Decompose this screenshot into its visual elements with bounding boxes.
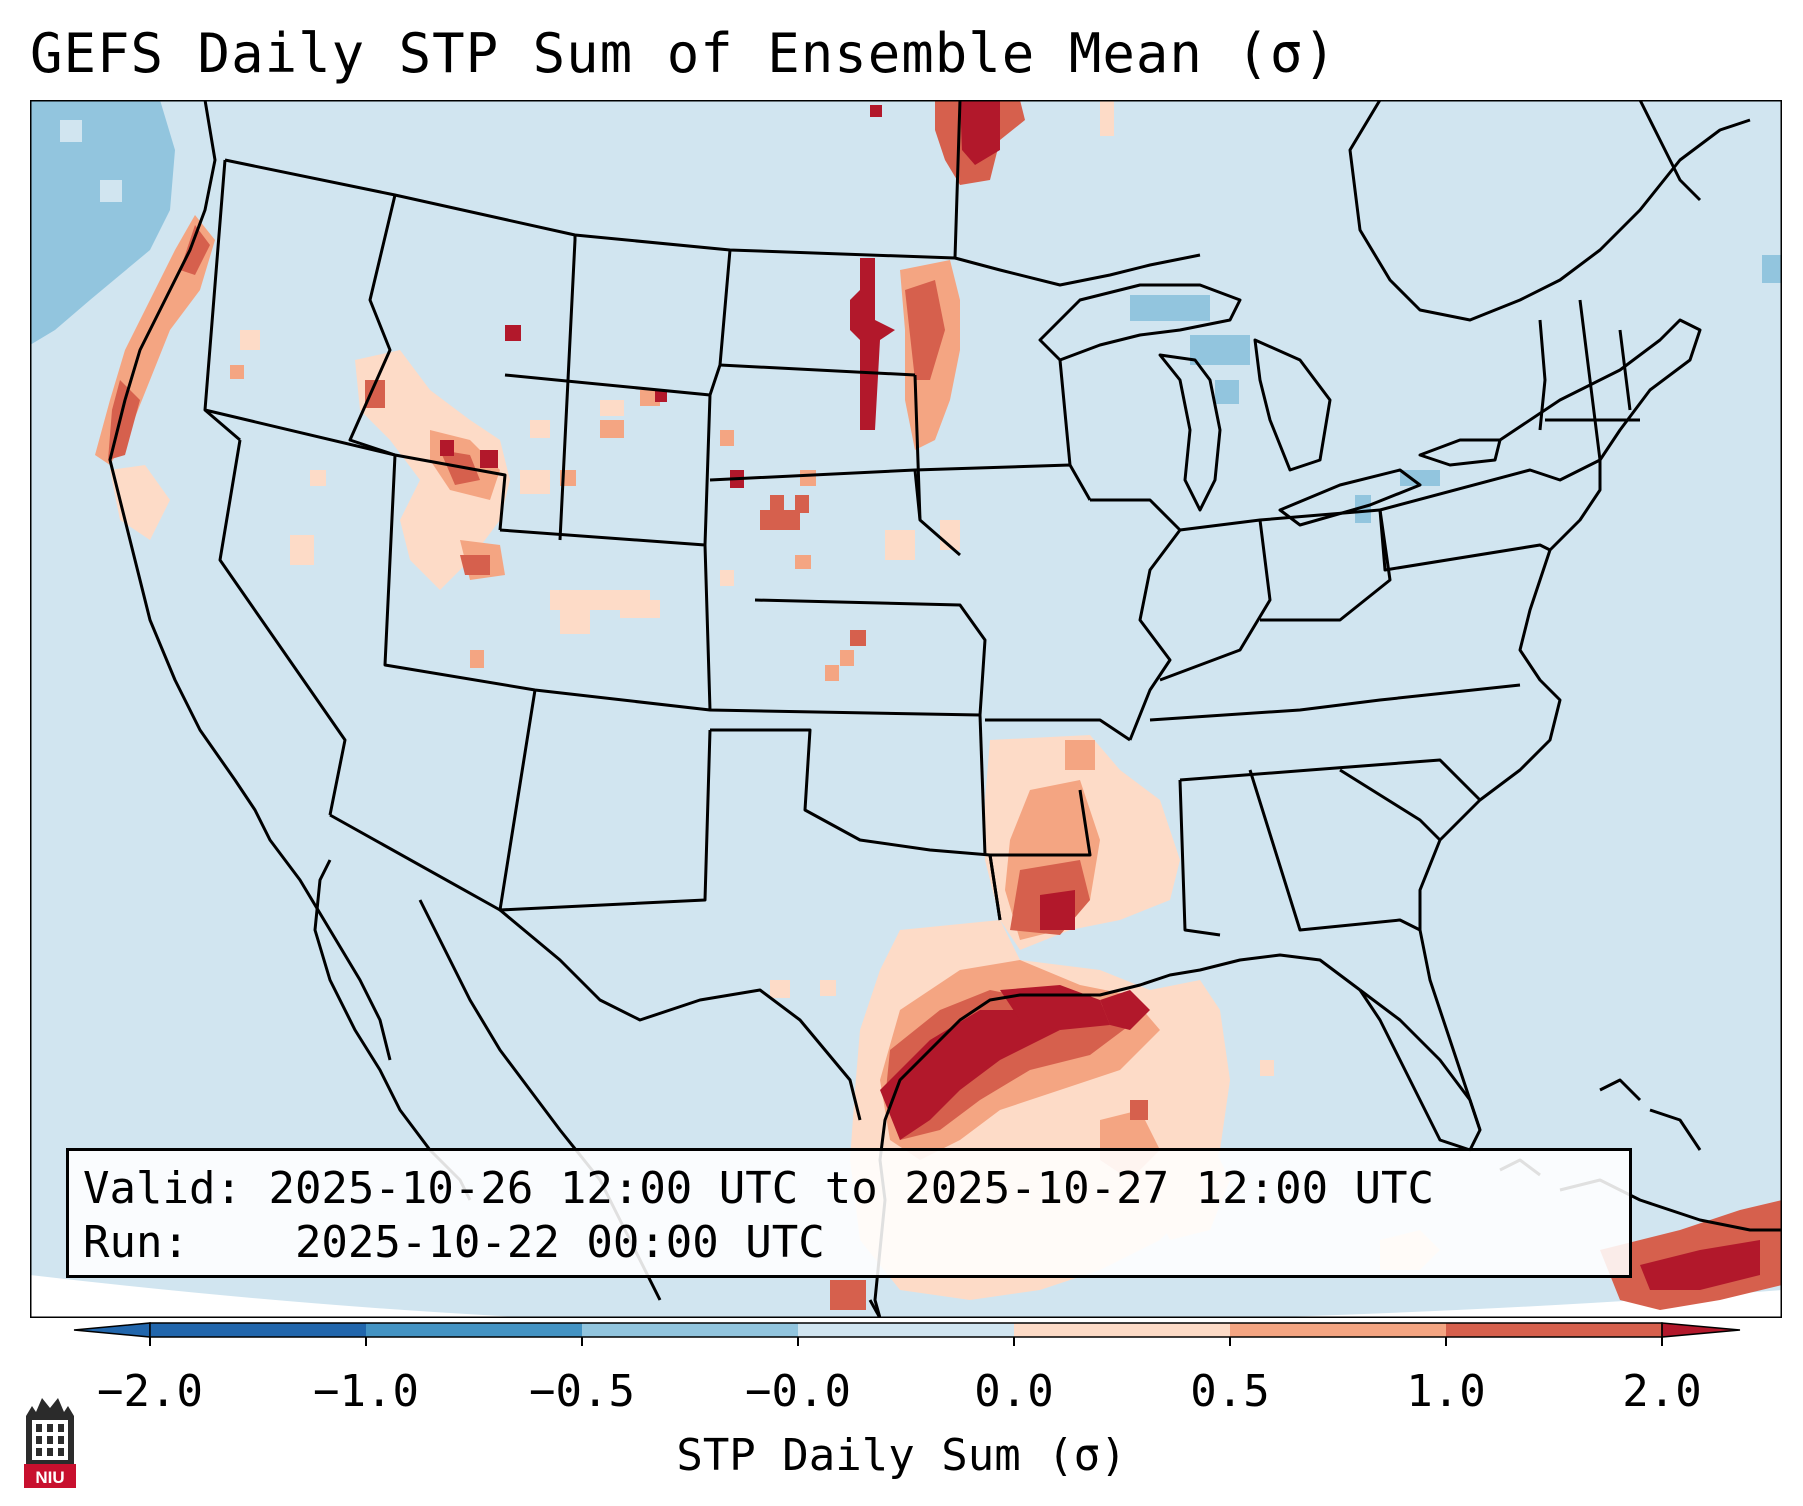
niu-logo: NIU — [22, 1394, 78, 1494]
lake-huron — [1253, 338, 1332, 472]
negative-anomaly-field — [30, 100, 1782, 523]
colorbar-segment — [798, 1323, 1014, 1337]
colorbar-segment — [1446, 1323, 1662, 1337]
colorbar-segment — [1230, 1323, 1446, 1337]
colorbar-arrow-left — [73, 1322, 151, 1338]
boundaries — [108, 100, 1782, 1318]
colorbar-tick-label: 0.5 — [1190, 1366, 1270, 1417]
colorbar-segment — [582, 1323, 798, 1337]
florida — [1359, 988, 1482, 1131]
colorbar-segment — [366, 1323, 582, 1337]
projection-edge — [30, 1275, 1782, 1318]
colorbar-tick-label: −0.0 — [745, 1366, 851, 1417]
colorbar-segment — [150, 1323, 366, 1337]
lake-michigan — [1158, 353, 1222, 512]
logo-text: NIU — [35, 1468, 64, 1487]
colorbar-tick-label: −2.0 — [97, 1366, 203, 1417]
colorbar-arrow-right — [1661, 1322, 1741, 1338]
colorbar-segment — [1014, 1323, 1230, 1337]
niu-tower-icon: NIU — [24, 1398, 76, 1488]
run-value: 2025-10-22 00:00 UTC — [294, 1217, 825, 1268]
colorbar-tick-label: −0.5 — [529, 1366, 635, 1417]
lake-ontario — [1418, 438, 1502, 467]
west-coastline — [108, 100, 392, 1061]
run-label: Run: — [83, 1217, 189, 1268]
lake-erie — [1278, 468, 1422, 527]
colorbar-label: STP Daily Sum (σ) — [676, 1430, 1127, 1481]
colorbar-tick-label: 2.0 — [1622, 1366, 1702, 1417]
valid-value: 2025-10-26 12:00 UTC to 2025-10-27 12:00… — [268, 1163, 1435, 1214]
colorbar-tick-label: −1.0 — [313, 1366, 419, 1417]
run-line: Run: 2025-10-22 00:00 UTC — [83, 1217, 825, 1268]
colorbar-tick-label: 1.0 — [1406, 1366, 1486, 1417]
colorbar-tick-label: 0.0 — [974, 1366, 1054, 1417]
valid-label: Valid: — [83, 1163, 242, 1214]
valid-line: Valid: 2025-10-26 12:00 UTC to 2025-10-2… — [83, 1163, 1434, 1214]
lake-superior — [1038, 283, 1242, 362]
valid-run-infobox: Valid: 2025-10-26 12:00 UTC to 2025-10-2… — [66, 1148, 1632, 1278]
colorbar — [73, 1322, 1741, 1346]
canada-us-border — [224, 100, 962, 260]
map-title: GEFS Daily STP Sum of Ensemble Mean (σ) — [30, 22, 1337, 85]
